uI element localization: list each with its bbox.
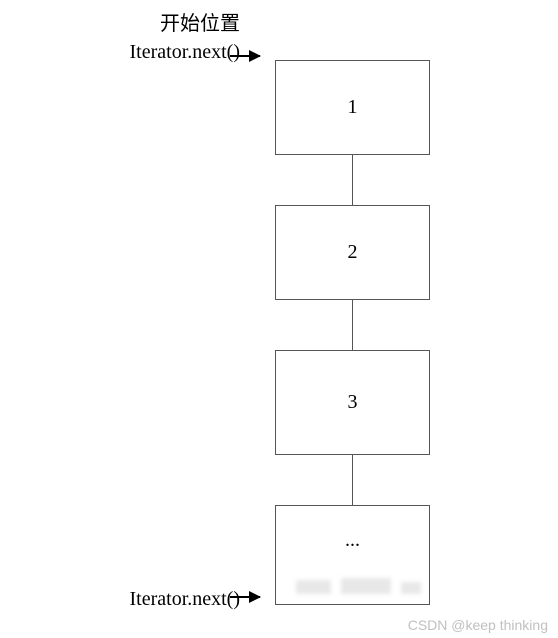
node-3-label: 3 xyxy=(348,391,358,414)
watermark-text: CSDN @keep thinking xyxy=(408,617,548,633)
node-1-label: 1 xyxy=(348,96,358,119)
iterator-next-bottom-label: Iterator.next() xyxy=(10,585,240,613)
iterator-next-bottom: Iterator.next() xyxy=(10,585,240,613)
node-2-label: 2 xyxy=(348,241,358,264)
arrow-bottom-icon xyxy=(230,596,260,598)
arrow-top-icon xyxy=(230,55,260,57)
node-4-label: ... xyxy=(345,529,360,552)
node-4: ... xyxy=(275,505,430,605)
iterator-next-top: Iterator.next() xyxy=(10,38,240,66)
smudge-2 xyxy=(341,578,391,594)
node-1: 1 xyxy=(275,60,430,155)
connector-3-4 xyxy=(352,455,353,505)
start-text: 开始位置 xyxy=(10,10,240,38)
smudge-3 xyxy=(401,582,421,594)
node-2: 2 xyxy=(275,205,430,300)
connector-2-3 xyxy=(352,300,353,350)
smudge-1 xyxy=(296,580,331,594)
node-3: 3 xyxy=(275,350,430,455)
start-position-label: 开始位置 Iterator.next() xyxy=(10,10,240,66)
connector-1-2 xyxy=(352,155,353,205)
